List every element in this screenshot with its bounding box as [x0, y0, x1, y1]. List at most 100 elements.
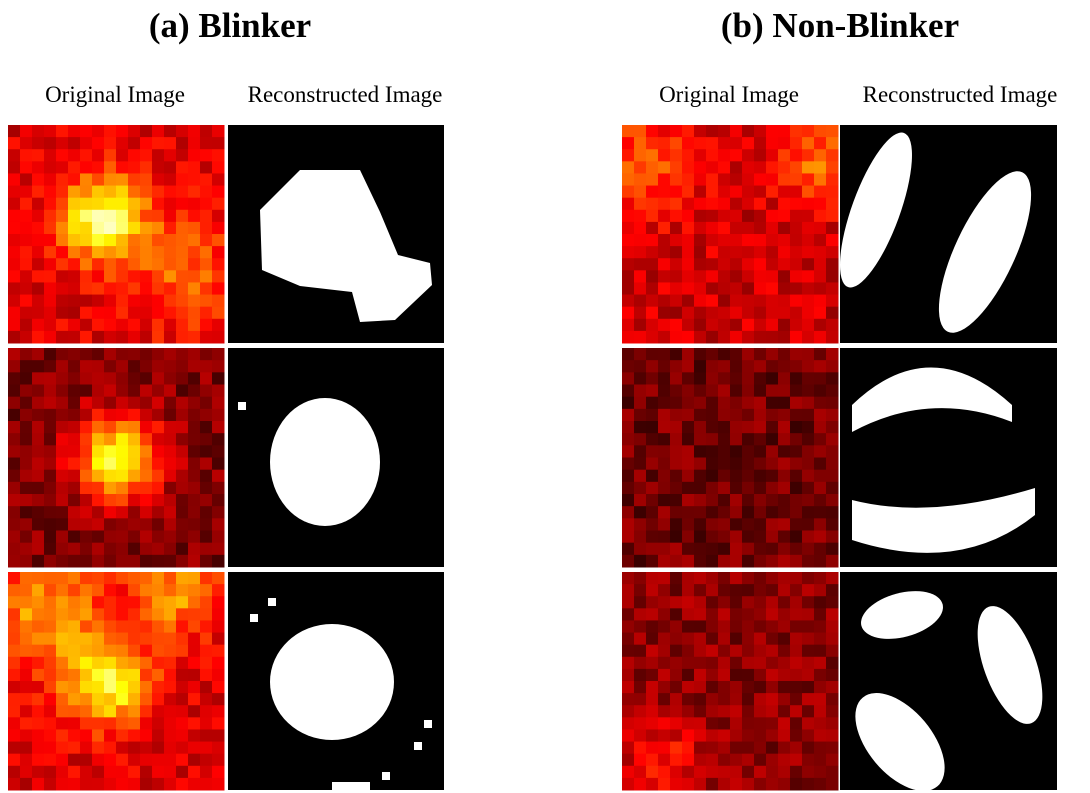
heat-pixel — [766, 608, 779, 621]
heat-pixel — [20, 149, 33, 162]
heat-pixel — [670, 397, 683, 410]
heat-pixel — [32, 633, 45, 646]
heat-pixel — [188, 742, 201, 755]
heat-pixel — [730, 307, 743, 320]
heat-pixel — [176, 421, 189, 434]
heat-pixel — [790, 717, 803, 730]
heat-pixel — [212, 222, 225, 235]
heat-pixel — [68, 161, 81, 174]
heat-pixel — [718, 717, 731, 730]
heat-pixel — [646, 258, 659, 271]
heat-pixel — [140, 645, 153, 658]
heat-pixel — [622, 584, 635, 597]
heat-pixel — [730, 198, 743, 211]
heat-pixel — [634, 669, 647, 682]
heat-pixel — [670, 482, 683, 495]
heat-pixel — [140, 186, 153, 199]
heat-pixel — [634, 270, 647, 283]
heat-pixel — [826, 482, 839, 495]
heat-pixel — [634, 458, 647, 471]
heat-pixel — [754, 778, 767, 791]
heat-pixel — [80, 717, 93, 730]
heat-pixel — [188, 681, 201, 694]
heat-pixel — [140, 409, 153, 422]
heat-pixel — [670, 295, 683, 308]
heat-pixel — [116, 681, 129, 694]
heat-pixel — [92, 657, 105, 670]
heat-pixel — [766, 518, 779, 531]
heat-pixel — [164, 125, 177, 138]
heat-pixel — [718, 307, 731, 320]
heat-pixel — [128, 778, 141, 791]
heat-pixel — [152, 778, 165, 791]
heat-pixel — [104, 421, 117, 434]
heat-pixel — [754, 531, 767, 544]
heat-pixel — [754, 246, 767, 259]
heat-pixel — [104, 372, 117, 385]
heat-pixel — [176, 620, 189, 633]
heat-pixel — [766, 729, 779, 742]
heat-pixel — [766, 198, 779, 211]
heat-pixel — [802, 681, 815, 694]
heat-pixel — [20, 494, 33, 507]
heat-pixel — [152, 372, 165, 385]
heat-pixel — [56, 572, 69, 585]
heat-pixel — [646, 633, 659, 646]
heat-pixel — [706, 125, 719, 138]
heat-pixel — [742, 494, 755, 507]
heat-pixel — [128, 161, 141, 174]
heat-pixel — [634, 186, 647, 199]
heat-pixel — [188, 445, 201, 458]
heat-pixel — [56, 319, 69, 332]
heat-pixel — [212, 633, 225, 646]
heat-pixel — [826, 645, 839, 658]
heat-pixel — [56, 669, 69, 682]
heat-pixel — [766, 645, 779, 658]
heat-pixel — [814, 458, 827, 471]
heat-pixel — [176, 555, 189, 568]
heat-pixel — [176, 717, 189, 730]
heat-pixel — [188, 470, 201, 483]
heat-pixel — [116, 645, 129, 658]
heat-pixel — [140, 778, 153, 791]
heat-pixel — [92, 445, 105, 458]
heat-pixel — [766, 482, 779, 495]
heat-pixel — [164, 572, 177, 585]
heat-pixel — [20, 234, 33, 247]
heat-pixel — [694, 331, 707, 344]
heat-pixel — [200, 360, 213, 373]
heat-pixel — [766, 295, 779, 308]
heat-pixel — [92, 149, 105, 162]
heat-pixel — [152, 125, 165, 138]
heat-pixel — [790, 543, 803, 556]
heat-pixel — [116, 608, 129, 621]
heat-pixel — [176, 766, 189, 779]
heat-pixel — [152, 458, 165, 471]
heat-pixel — [622, 518, 635, 531]
heat-pixel — [56, 125, 69, 138]
heat-pixel — [80, 282, 93, 295]
heat-pixel — [152, 543, 165, 556]
heat-pixel — [200, 584, 213, 597]
heat-pixel — [68, 572, 81, 585]
heat-pixel — [212, 470, 225, 483]
heat-pixel — [694, 372, 707, 385]
heat-pixel — [176, 360, 189, 373]
heat-pixel — [778, 572, 791, 585]
heat-pixel — [44, 222, 57, 235]
heat-pixel — [212, 482, 225, 495]
heat-pixel — [766, 173, 779, 186]
heat-pixel — [742, 458, 755, 471]
heat-pixel — [92, 234, 105, 247]
heat-pixel — [742, 319, 755, 332]
heat-pixel — [68, 766, 81, 779]
heat-pixel — [44, 397, 57, 410]
heat-pixel — [188, 161, 201, 174]
heat-pixel — [200, 482, 213, 495]
heat-pixel — [20, 433, 33, 446]
heat-pixel — [152, 319, 165, 332]
heat-pixel — [128, 282, 141, 295]
heat-pixel — [730, 331, 743, 344]
heat-pixel — [200, 494, 213, 507]
heat-pixel — [104, 778, 117, 791]
